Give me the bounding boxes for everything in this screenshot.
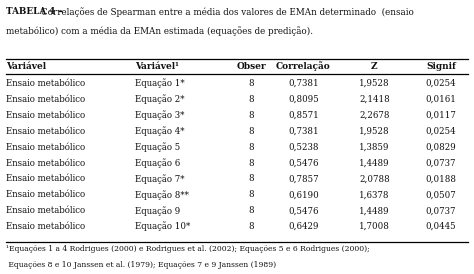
Text: Equação 10*: Equação 10* xyxy=(135,222,191,232)
Text: 1,3859: 1,3859 xyxy=(359,143,390,152)
Text: Ensaio metabólico: Ensaio metabólico xyxy=(6,159,85,167)
Text: Signif: Signif xyxy=(426,62,456,71)
Text: 0,0254: 0,0254 xyxy=(426,127,456,136)
Text: 2,1418: 2,1418 xyxy=(359,95,390,104)
Text: Equações 8 e 10 Janssen et al. (1979); Equações 7 e 9 Janssen (1989): Equações 8 e 10 Janssen et al. (1979); E… xyxy=(6,261,276,269)
Text: Obser: Obser xyxy=(237,62,266,71)
Text: 1,6378: 1,6378 xyxy=(359,190,390,199)
Text: Ensaio metabólico: Ensaio metabólico xyxy=(6,190,85,199)
Text: 0,5476: 0,5476 xyxy=(288,206,319,215)
Text: 0,0188: 0,0188 xyxy=(425,175,456,183)
Text: Z: Z xyxy=(371,62,378,71)
Text: 0,0254: 0,0254 xyxy=(426,79,456,88)
Text: 2,0788: 2,0788 xyxy=(359,175,390,183)
Text: Ensaio metabólico: Ensaio metabólico xyxy=(6,222,85,231)
Text: 8: 8 xyxy=(248,190,254,199)
Text: Ensaio metabólico: Ensaio metabólico xyxy=(6,127,85,136)
Text: 0,6190: 0,6190 xyxy=(288,190,319,199)
Text: 0,6429: 0,6429 xyxy=(288,222,319,231)
Text: Equação 7*: Equação 7* xyxy=(135,174,184,184)
Text: 2,2678: 2,2678 xyxy=(359,111,390,120)
Text: TABELA 4 –: TABELA 4 – xyxy=(6,7,65,16)
Text: 1,9528: 1,9528 xyxy=(359,79,390,88)
Text: Equação 8**: Equação 8** xyxy=(135,190,189,200)
Text: 0,0737: 0,0737 xyxy=(426,206,456,215)
Text: 8: 8 xyxy=(248,206,254,215)
Text: 0,7381: 0,7381 xyxy=(288,79,319,88)
Text: 0,7857: 0,7857 xyxy=(288,175,319,183)
Text: 8: 8 xyxy=(248,127,254,136)
Text: 1,4489: 1,4489 xyxy=(359,159,390,167)
Text: Equação 1*: Equação 1* xyxy=(135,79,185,89)
Text: Equação 6: Equação 6 xyxy=(135,158,180,168)
Text: Equação 2*: Equação 2* xyxy=(135,95,184,104)
Text: 8: 8 xyxy=(248,222,254,231)
Text: 0,0507: 0,0507 xyxy=(426,190,456,199)
Text: Ensaio metabólico: Ensaio metabólico xyxy=(6,175,85,183)
Text: 0,5238: 0,5238 xyxy=(288,143,319,152)
Text: Ensaio metabólico: Ensaio metabólico xyxy=(6,143,85,152)
Text: metabólico) com a média da EMAn estimada (equações de predição).: metabólico) com a média da EMAn estimada… xyxy=(6,27,313,36)
Text: Equação 9: Equação 9 xyxy=(135,206,180,216)
Text: 0,5476: 0,5476 xyxy=(288,159,319,167)
Text: 0,8571: 0,8571 xyxy=(288,111,319,120)
Text: Correlação: Correlação xyxy=(276,61,331,71)
Text: 1,9528: 1,9528 xyxy=(359,127,390,136)
Text: 0,0117: 0,0117 xyxy=(425,111,456,120)
Text: Ensaio metabólico: Ensaio metabólico xyxy=(6,79,85,88)
Text: 8: 8 xyxy=(248,95,254,104)
Text: 0,7381: 0,7381 xyxy=(288,127,319,136)
Text: ¹Equações 1 a 4 Rodrigues (2000) e Rodrigues et al. (2002); Equações 5 e 6 Rodri: ¹Equações 1 a 4 Rodrigues (2000) e Rodri… xyxy=(6,245,369,253)
Text: Ensaio metabólico: Ensaio metabólico xyxy=(6,95,85,104)
Text: 0,0737: 0,0737 xyxy=(426,159,456,167)
Text: Equação 5: Equação 5 xyxy=(135,142,180,152)
Text: 1,4489: 1,4489 xyxy=(359,206,390,215)
Text: 0,0161: 0,0161 xyxy=(425,95,456,104)
Text: 8: 8 xyxy=(248,79,254,88)
Text: 0,0829: 0,0829 xyxy=(426,143,456,152)
Text: 0,8095: 0,8095 xyxy=(288,95,319,104)
Text: Ensaio metabólico: Ensaio metabólico xyxy=(6,206,85,215)
Text: Ensaio metabólico: Ensaio metabólico xyxy=(6,111,85,120)
Text: Correlações de Spearman entre a média dos valores de EMAn determinado  (ensaio: Correlações de Spearman entre a média do… xyxy=(41,7,414,17)
Text: 8: 8 xyxy=(248,159,254,167)
Text: 0,0445: 0,0445 xyxy=(426,222,456,231)
Text: Variável¹: Variável¹ xyxy=(135,62,179,71)
Text: 8: 8 xyxy=(248,111,254,120)
Text: Equação 3*: Equação 3* xyxy=(135,110,184,120)
Text: 1,7008: 1,7008 xyxy=(359,222,390,231)
Text: 8: 8 xyxy=(248,175,254,183)
Text: 8: 8 xyxy=(248,143,254,152)
Text: Equação 4*: Equação 4* xyxy=(135,126,184,136)
Text: Variável: Variável xyxy=(6,62,46,71)
